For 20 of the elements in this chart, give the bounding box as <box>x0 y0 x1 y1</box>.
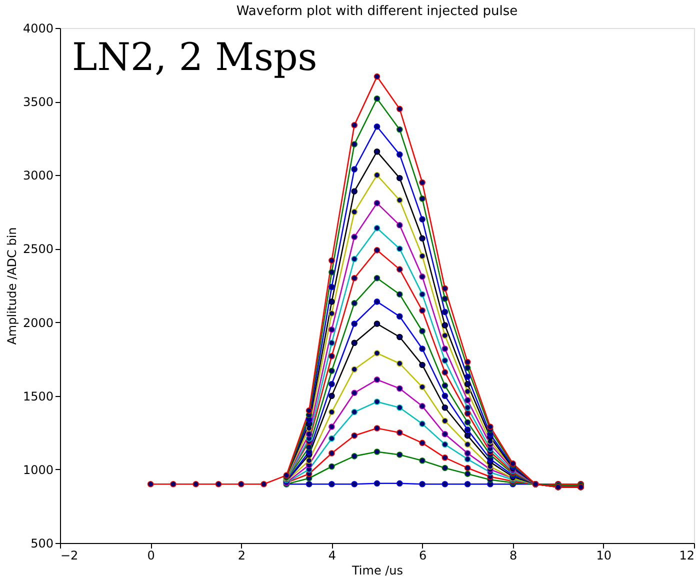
x-tick-label: 8 <box>510 548 518 562</box>
y-tick-label: 1000 <box>22 462 54 477</box>
y-tick-label: 3000 <box>22 168 54 183</box>
x-axis-title: Time /us <box>350 564 404 578</box>
y-tick-label: 500 <box>30 536 54 550</box>
x-tick-label: 10 <box>596 548 612 562</box>
y-tick-label: 3500 <box>22 95 54 110</box>
y-tick-label: 4000 <box>22 22 54 36</box>
x-tick-label: 0 <box>147 548 155 562</box>
x-tick-label: 2 <box>238 548 246 562</box>
x-tick-label: 12 <box>679 548 694 562</box>
chart-title: Waveform plot with different injected pulse <box>236 4 518 19</box>
x-tick-label: −2 <box>60 548 78 562</box>
y-tick-label: 1500 <box>22 389 54 404</box>
x-tick-label: 4 <box>328 548 336 562</box>
annotation: LN2, 2 Msps <box>72 35 318 79</box>
x-tick-label: 6 <box>418 548 427 562</box>
y-axis-title: Amplitude /ADC bin <box>4 227 19 345</box>
y-tick-label: 2500 <box>22 242 54 256</box>
y-tick-label: 2000 <box>22 316 54 330</box>
